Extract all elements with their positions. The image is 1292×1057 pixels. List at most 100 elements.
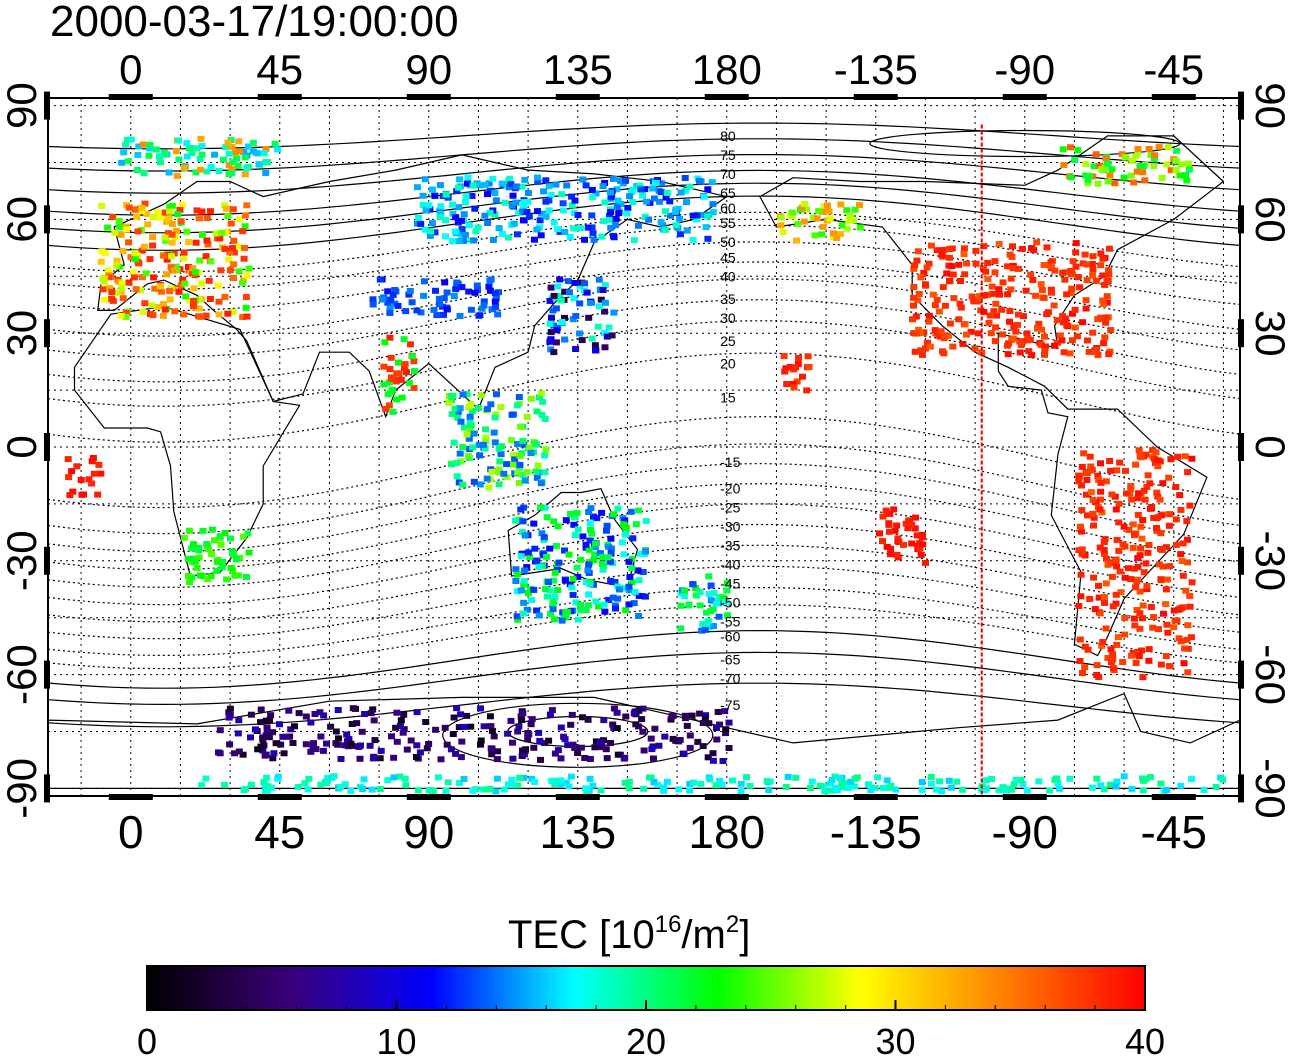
tec-cell — [1093, 346, 1101, 353]
tec-cell — [294, 783, 302, 790]
tec-cell — [544, 593, 551, 600]
tec-cell — [101, 296, 109, 303]
tec-cell — [407, 737, 415, 744]
tec-cell — [676, 231, 684, 238]
tec-cell — [408, 299, 416, 306]
tec-cell — [112, 290, 120, 297]
tec-cell — [305, 775, 313, 782]
tec-cell — [231, 750, 238, 757]
tec-cell — [1040, 262, 1048, 268]
tec-cell — [1014, 321, 1021, 328]
tec-cell — [705, 591, 713, 597]
tec-cell — [172, 148, 180, 155]
tec-data-cells — [64, 135, 1227, 795]
tec-cell — [174, 211, 182, 218]
tec-cell — [879, 513, 887, 520]
tec-cell — [1087, 463, 1095, 470]
tec-cell — [694, 738, 702, 745]
tec-cell — [891, 527, 899, 534]
tec-cell — [1181, 453, 1189, 460]
tec-cell — [214, 282, 222, 289]
tec-cell — [421, 176, 429, 183]
tec-cell — [614, 595, 622, 602]
tec-cell — [595, 303, 603, 310]
tec-cell — [1086, 595, 1094, 602]
tec-cell — [224, 213, 232, 220]
tec-cell — [1095, 582, 1102, 589]
tec-cell — [1047, 263, 1055, 270]
tec-cell — [598, 233, 606, 240]
tec-cell — [635, 507, 643, 514]
tec-cell — [263, 724, 271, 731]
tec-cell — [1006, 318, 1013, 325]
tec-cell — [517, 423, 525, 430]
frame-tick-right — [1238, 319, 1244, 348]
tec-cell — [440, 311, 447, 318]
tec-cell — [520, 199, 528, 206]
tec-cell — [1139, 517, 1147, 524]
tec-cell — [524, 198, 532, 205]
tec-cell — [1043, 244, 1051, 251]
contour-label: 75 — [720, 147, 736, 163]
tec-cell — [968, 293, 976, 300]
tec-cell — [900, 541, 907, 548]
tec-cell — [909, 316, 916, 323]
tec-cell — [1101, 599, 1108, 606]
tec-cell — [117, 288, 125, 295]
tec-cell — [998, 306, 1006, 313]
tec-cell — [1059, 319, 1067, 326]
tec-cell — [1167, 456, 1175, 463]
tec-cell — [257, 743, 265, 750]
tec-cell — [192, 269, 200, 276]
lat-tick-label-right: 0 — [1247, 435, 1292, 458]
tec-cell — [1023, 787, 1031, 794]
tec-cell — [189, 265, 197, 272]
tec-cell — [188, 150, 196, 157]
tec-cell — [494, 748, 502, 755]
tec-cell — [1033, 239, 1041, 246]
tec-cell — [413, 709, 421, 716]
tec-cell — [1186, 603, 1194, 610]
tec-cell — [658, 180, 666, 187]
tec-cell — [782, 365, 790, 372]
tec-cell — [605, 596, 613, 603]
tec-cell — [1158, 546, 1166, 553]
lat-tick-label-left: -90 — [0, 758, 45, 819]
tec-cell — [571, 197, 579, 204]
tec-cell — [462, 199, 469, 205]
tec-cell — [395, 370, 403, 377]
tec-cell — [666, 212, 674, 219]
tec-cell — [600, 218, 608, 225]
tec-cell — [1142, 560, 1150, 567]
tec-cell — [1079, 319, 1087, 326]
tec-cell — [676, 215, 684, 222]
tec-cell — [708, 179, 716, 186]
tec-cell — [1066, 775, 1074, 782]
tec-cell — [272, 740, 280, 747]
contour-label: -30 — [720, 519, 740, 535]
tec-cell — [1157, 780, 1165, 787]
tec-cell — [168, 239, 176, 246]
tec-cell — [183, 153, 191, 160]
tec-cell — [533, 408, 541, 415]
tec-cell — [705, 573, 713, 580]
tec-cell — [648, 746, 656, 753]
tec-cell — [216, 750, 224, 757]
tec-cell — [177, 218, 185, 225]
tec-cell — [1163, 786, 1171, 793]
map-title: 2000-03-17/19:00:00 — [50, 0, 459, 46]
tec-cell — [1008, 786, 1016, 793]
tec-cell — [683, 722, 691, 729]
tec-cell — [542, 446, 550, 453]
tec-cell — [1120, 174, 1128, 181]
tec-cell — [586, 775, 594, 782]
tec-cell — [463, 431, 471, 438]
tec-cell — [523, 564, 531, 571]
tec-cell — [154, 303, 162, 310]
tec-cell — [709, 201, 717, 208]
tec-cell — [1014, 265, 1022, 272]
tec-cell — [721, 708, 729, 715]
tec-cell — [984, 276, 992, 283]
tec-cell — [521, 567, 529, 574]
tec-cell — [1100, 594, 1108, 600]
